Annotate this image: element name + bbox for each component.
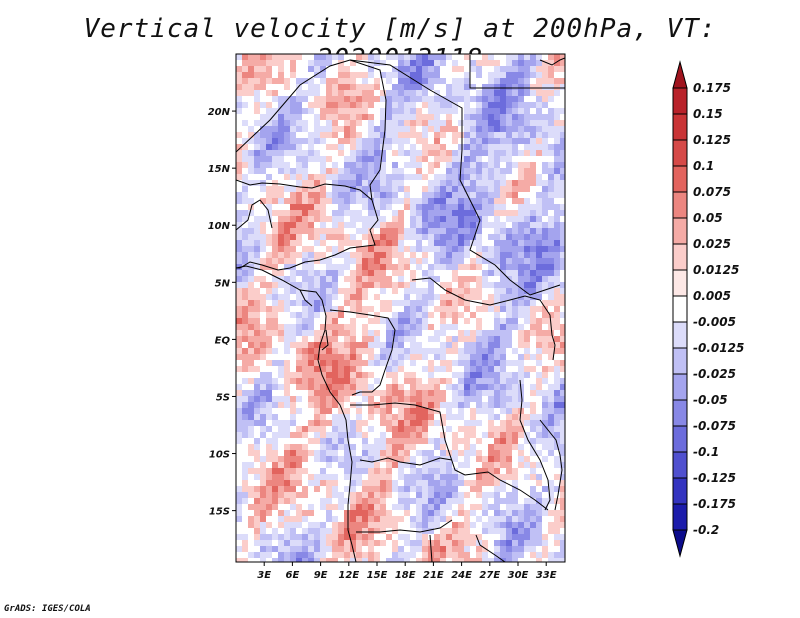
colorbar-swatch — [672, 451, 688, 479]
x-tick-label: 12E — [338, 570, 359, 581]
y-tick-label: 5N — [215, 278, 231, 289]
x-tick-label: 15E — [367, 570, 388, 581]
x-tick-label: 9E — [314, 570, 328, 581]
border-line-7 — [350, 402, 549, 511]
colorbar-label: -0.005 — [693, 315, 736, 329]
y-tick-label: EQ — [215, 335, 231, 346]
border-line-14 — [236, 199, 273, 231]
border-line-12 — [519, 379, 551, 511]
colorbar-swatch — [672, 243, 688, 271]
border-line-17 — [539, 57, 565, 66]
colorbar: 0.175 0.15 0.125 0.1 0.075 0.05 0.025 0.0125 0.0… — [672, 60, 744, 558]
y-tick-label: 10S — [209, 450, 230, 461]
y-tick-label: 10N — [208, 221, 231, 232]
colorbar-swatch — [672, 87, 688, 115]
x-tick-label: 27E — [479, 570, 500, 581]
colorbar-swatch — [672, 191, 688, 219]
colorbar-label: 0.125 — [693, 133, 731, 147]
colorbar-swatch — [672, 113, 688, 141]
x-tick-label: 3E — [257, 570, 271, 581]
border-line-10 — [429, 534, 433, 562]
x-tick-label: 33E — [536, 570, 557, 581]
colorbar-swatch — [672, 269, 688, 297]
grads-credit: GrADS: IGES/COLA — [4, 604, 91, 614]
y-tick-label: 15S — [209, 507, 230, 518]
border-line-5 — [329, 309, 396, 396]
colorbar-swatch — [672, 529, 688, 558]
colorbar-label: 0.1 — [693, 159, 714, 173]
border-line-4 — [469, 55, 565, 89]
country-borders — [236, 55, 565, 562]
velocity-field — [236, 54, 565, 562]
colorbar-swatch — [672, 425, 688, 453]
colorbar-label: -0.075 — [693, 419, 736, 433]
colorbar-swatch — [672, 139, 688, 167]
border-line-11 — [475, 534, 506, 562]
colorbar-label: 0.05 — [693, 211, 723, 225]
colorbar-label: -0.025 — [693, 367, 736, 381]
y-tick-label: 15N — [208, 164, 231, 175]
colorbar-label: 0.15 — [693, 107, 723, 121]
colorbar-swatch — [672, 60, 688, 89]
border-line-13 — [539, 419, 563, 511]
border-line-15 — [321, 329, 329, 351]
colorbar-label: 0.025 — [693, 237, 731, 251]
colorbar-swatch — [672, 503, 688, 531]
colorbar-label: -0.125 — [693, 471, 736, 485]
colorbar-swatch — [672, 165, 688, 193]
y-axis: 20N 15N 10N 5N EQ 5S 10S 15S — [208, 107, 236, 518]
colorbar-swatch — [672, 373, 688, 401]
border-line-0 — [236, 179, 379, 271]
border-line-6 — [411, 277, 556, 361]
colorbar-label: -0.05 — [693, 393, 728, 407]
border-line-1 — [236, 265, 357, 562]
colorbar-swatch — [672, 321, 688, 349]
border-line-2 — [236, 59, 387, 201]
colorbar-swatch — [672, 295, 688, 323]
x-axis: 3E 6E 9E 12E 15E 18E 21E 24E 27E 30E 33E — [257, 562, 557, 581]
x-tick-label: 18E — [395, 570, 416, 581]
colorbar-label: 0.075 — [693, 185, 731, 199]
colorbar-swatch — [672, 399, 688, 427]
border-line-3 — [349, 59, 561, 296]
colorbar-swatch — [672, 347, 688, 375]
plot-frame — [235, 53, 566, 563]
border-line-16 — [299, 289, 313, 307]
x-tick-label: 30E — [508, 570, 529, 581]
colorbar-swatch — [672, 217, 688, 245]
x-tick-label: 6E — [286, 570, 300, 581]
colorbar-swatch — [672, 477, 688, 505]
colorbar-label: -0.0125 — [693, 341, 744, 355]
x-tick-label: 24E — [451, 570, 472, 581]
border-line-8 — [359, 457, 453, 466]
y-tick-label: 20N — [208, 107, 231, 118]
colorbar-label: 0.0125 — [693, 263, 739, 277]
colorbar-label: 0.005 — [693, 289, 731, 303]
colorbar-label: 0.175 — [693, 81, 731, 95]
y-tick-label: 5S — [216, 392, 230, 403]
colorbar-label: -0.2 — [693, 523, 719, 537]
border-line-9 — [356, 519, 453, 533]
x-tick-label: 21E — [423, 570, 444, 581]
colorbar-label: -0.175 — [693, 497, 736, 511]
colorbar-label: -0.1 — [693, 445, 719, 459]
